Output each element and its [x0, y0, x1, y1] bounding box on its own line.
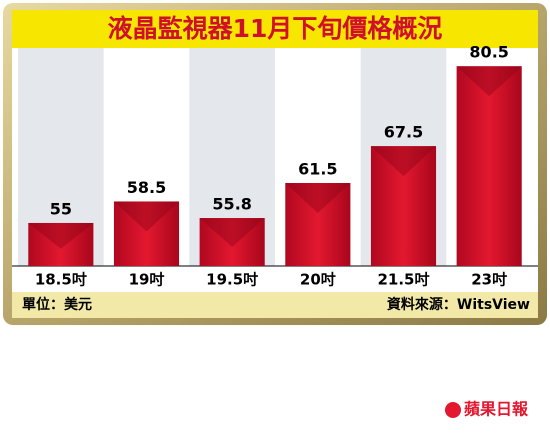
- logo: 蘋果日報: [445, 400, 529, 419]
- bar-shade: [199, 218, 265, 247]
- x-tick-label: 21.5吋: [377, 271, 429, 289]
- x-tick-label: 23吋: [471, 271, 507, 289]
- x-tick-label: 19吋: [129, 271, 165, 289]
- value-label: 55: [50, 199, 72, 218]
- logo-icon: [445, 402, 461, 418]
- bar: [28, 222, 94, 266]
- value-label: 80.5: [469, 43, 508, 62]
- chart-title: 液晶監視器11月下旬價格概況: [108, 14, 443, 43]
- bar-shade: [28, 222, 94, 249]
- bar: [370, 146, 437, 266]
- x-tick-label: 18.5吋: [35, 271, 87, 289]
- value-label: 55.8: [212, 195, 251, 214]
- value-label: 67.5: [384, 123, 423, 142]
- bar-shade: [370, 146, 437, 177]
- bar-shade: [456, 66, 522, 97]
- bar: [199, 218, 265, 266]
- bar-shade: [285, 183, 351, 214]
- x-tick-label: 19.5吋: [206, 271, 258, 289]
- unit-note: 單位：美元: [22, 296, 92, 313]
- x-tick-label: 20吋: [300, 271, 336, 289]
- source: 資料來源：WitsView: [387, 296, 530, 313]
- value-label: 61.5: [298, 160, 337, 179]
- logo-text: 蘋果日報: [464, 400, 529, 419]
- bar: [113, 201, 180, 266]
- bar: [285, 183, 351, 266]
- footer-band: [12, 292, 538, 318]
- title-band: [12, 10, 538, 48]
- bar-shade: [113, 201, 180, 232]
- bar: [456, 66, 522, 267]
- value-label: 58.5: [127, 178, 166, 197]
